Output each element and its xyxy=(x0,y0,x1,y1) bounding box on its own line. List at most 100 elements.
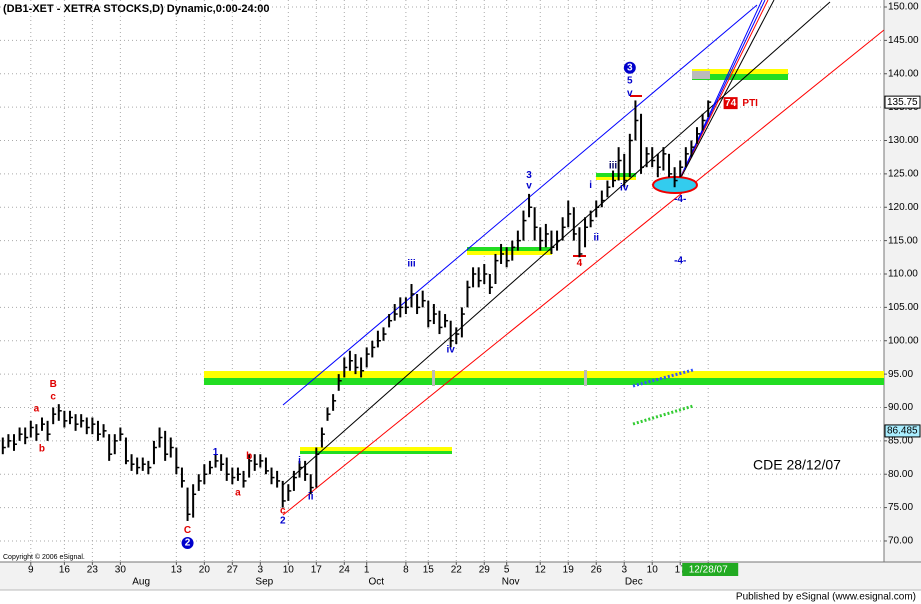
zone xyxy=(467,247,552,251)
x-tick-label: 10 xyxy=(647,565,659,576)
annotation: i xyxy=(589,180,592,191)
y-tick-label: 110.00 xyxy=(888,269,918,280)
trend-line xyxy=(282,4,758,406)
annotation: 2 xyxy=(280,516,286,527)
x-tick-label: 22 xyxy=(451,565,463,576)
annotation: b xyxy=(246,451,252,462)
x-tick-label: 13 xyxy=(171,565,183,576)
y-tick-label: 75.00 xyxy=(888,502,913,513)
annotation: -4- xyxy=(674,194,686,205)
y-tick-label: 120.00 xyxy=(888,202,919,213)
x-tick-label: 9 xyxy=(28,565,34,576)
x-tick-label: 16 xyxy=(59,565,71,576)
month-label: Oct xyxy=(369,577,385,588)
annotation: a xyxy=(34,403,40,414)
annotation-box xyxy=(723,97,738,110)
x-tick-label: 30 xyxy=(115,565,127,576)
zone xyxy=(204,378,884,385)
y-tick-label: 115.00 xyxy=(888,235,918,246)
zone-mark xyxy=(432,370,435,386)
annotation-circle xyxy=(623,61,636,74)
cross-line xyxy=(632,404,694,426)
x-tick-label: 3 xyxy=(621,565,627,576)
annotation: 3 xyxy=(627,62,633,73)
x-tick-label: 15 xyxy=(423,565,435,576)
bottom-axis-panel xyxy=(0,562,921,590)
x-tick-label: 10 xyxy=(283,565,295,576)
x-tick-label: 8 xyxy=(403,565,409,576)
y-tick-label: 95.00 xyxy=(888,369,913,380)
annotation: b xyxy=(39,444,45,455)
price-marker-label: 135.75 xyxy=(887,97,918,108)
y-tick-label: 90.00 xyxy=(888,402,913,413)
zone xyxy=(300,447,452,451)
note: CDE 28/12/07 xyxy=(753,457,841,473)
annotation: 5 xyxy=(627,76,633,87)
x-tick-label: 19 xyxy=(563,565,575,576)
y-tick-label: 145.00 xyxy=(888,35,919,46)
x-tick-label: 23 xyxy=(87,565,99,576)
x-tick-label: 27 xyxy=(227,565,239,576)
annotation: c xyxy=(50,391,56,402)
month-label: Aug xyxy=(132,577,150,588)
annotation: v xyxy=(627,88,633,99)
annotation: B xyxy=(50,379,57,390)
y-tick-label: 125.00 xyxy=(888,169,919,180)
annotation: 3 xyxy=(526,170,532,181)
y-tick-label: 140.00 xyxy=(888,68,919,79)
month-label: Nov xyxy=(502,577,520,588)
price-marker-box xyxy=(884,95,921,109)
annotation: PTI xyxy=(742,98,758,109)
x-tick-label: 3 xyxy=(258,565,264,576)
bars xyxy=(1,100,712,521)
x-tick-label: 24 xyxy=(339,565,351,576)
trend-line xyxy=(282,29,884,516)
y-tick-label: 70.00 xyxy=(888,536,913,547)
footer: Published by eSignal (www.esignal.com) xyxy=(736,592,916,603)
annotation: iv xyxy=(620,183,629,194)
x-tick-label: 12 xyxy=(535,565,547,576)
annotation-circle xyxy=(181,536,194,549)
x-tick-label: 17 xyxy=(311,565,323,576)
month-label: Sep xyxy=(255,577,273,588)
annotation: 2 xyxy=(185,538,191,549)
x-tick-label: 5 xyxy=(504,565,510,576)
x-tick-label: 12/28/07 xyxy=(689,565,728,576)
y-tick-label: 85.00 xyxy=(888,435,913,446)
price-marker-label: 86.485 xyxy=(887,426,918,437)
y-tick-label: 150.00 xyxy=(888,2,919,13)
annotation: iii xyxy=(609,161,618,172)
zone xyxy=(596,177,636,180)
y-tick-label: 130.00 xyxy=(888,135,919,146)
chart-title: (DB1-XET - XETRA STOCKS,D) Dynamic,0:00-… xyxy=(3,3,270,15)
zone xyxy=(204,371,884,378)
x-tick-label: 20 xyxy=(199,565,211,576)
zone xyxy=(300,451,452,454)
annotation: 4 xyxy=(577,258,583,269)
y-tick-label: 100.00 xyxy=(888,335,919,346)
zone xyxy=(692,74,788,80)
zone xyxy=(467,251,552,255)
zone xyxy=(596,173,636,177)
annotation: C xyxy=(184,525,191,536)
annotation: -4- xyxy=(674,255,686,266)
zone-mark xyxy=(692,71,710,79)
y-tick-label: 105.00 xyxy=(888,302,919,313)
month-label: Dec xyxy=(625,577,643,588)
x-tick-label: 17 xyxy=(675,565,687,576)
current-date-box xyxy=(682,563,739,576)
x-tick-label: 26 xyxy=(591,565,603,576)
annotation: ii xyxy=(308,492,314,503)
x-tick-label: 1 xyxy=(364,565,370,576)
annotations: BcabC21abc2iiiiiiiv3v4iiiiiiiv35v-4--4-7… xyxy=(34,61,758,549)
annotation: ii xyxy=(593,233,599,244)
annotation: i xyxy=(298,456,301,467)
zone-mark xyxy=(584,370,587,386)
y-tick-label: 80.00 xyxy=(888,469,913,480)
price-marker-box xyxy=(884,424,921,438)
annotation: iv xyxy=(447,345,456,356)
axes: 150.00145.00140.00135.00130.00125.00120.… xyxy=(28,2,921,588)
x-tick-label: 29 xyxy=(479,565,491,576)
